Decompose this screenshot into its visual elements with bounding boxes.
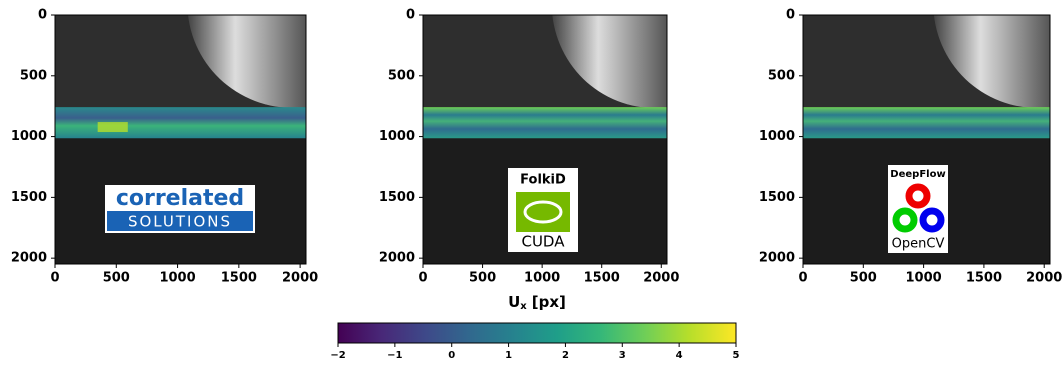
opencv-ring bbox=[919, 207, 945, 233]
drum bbox=[933, 15, 1050, 108]
colorbar: Ux [px] −2 −1 0 1 2 3 4 5 bbox=[330, 293, 739, 362]
x-tick-label: 1500 bbox=[584, 271, 620, 286]
logo-text: correlated bbox=[116, 186, 244, 211]
x-tick-label: 1000 bbox=[159, 271, 195, 286]
y-tick-label: 2000 bbox=[759, 251, 795, 266]
x-tick-label: 500 bbox=[469, 271, 496, 286]
x-tick-label: 1000 bbox=[524, 271, 560, 286]
y-tick-label: 1500 bbox=[759, 190, 795, 205]
colorbar-label: Ux [px] bbox=[508, 293, 566, 313]
logo-bar bbox=[107, 211, 253, 231]
colorbar-tick-label: 2 bbox=[562, 350, 569, 361]
y-tick-label: 1500 bbox=[379, 190, 415, 205]
logo-text: FolkiD bbox=[520, 173, 566, 188]
axes-frame bbox=[802, 14, 1051, 265]
colorbar-tick-label: 1 bbox=[505, 350, 512, 361]
x-tick-label: 0 bbox=[50, 271, 59, 286]
drum bbox=[188, 15, 306, 108]
colorbar-gradient bbox=[337, 322, 737, 344]
axes-frame bbox=[422, 14, 668, 265]
label-sub: x bbox=[520, 301, 527, 312]
y-tick-label: 500 bbox=[388, 68, 415, 83]
colorbar-tick-label: −2 bbox=[330, 350, 345, 361]
y-tick-label: 0 bbox=[406, 8, 415, 23]
x-tick-label: 500 bbox=[850, 271, 877, 286]
x-tick-label: 0 bbox=[418, 271, 427, 286]
y-tick-label: 0 bbox=[786, 8, 795, 23]
x-tick-label: 2000 bbox=[282, 271, 318, 286]
logo-box bbox=[888, 165, 948, 253]
y-tick-label: 2000 bbox=[11, 251, 47, 266]
artifact bbox=[97, 122, 128, 133]
x-tick-label: 1000 bbox=[906, 271, 942, 286]
logo-text: DeepFlow bbox=[890, 169, 945, 180]
logo-text: OpenCV bbox=[892, 237, 945, 252]
y-tick-label: 1000 bbox=[759, 129, 795, 144]
y-tick-label: 1500 bbox=[11, 190, 47, 205]
x-tick-label: 1500 bbox=[221, 271, 257, 286]
x-tick-label: 1500 bbox=[966, 271, 1002, 286]
x-tick-label: 2000 bbox=[1026, 271, 1062, 286]
x-tick-label: 0 bbox=[798, 271, 807, 286]
nvidia-eye bbox=[523, 200, 563, 224]
y-tick-label: 1000 bbox=[379, 129, 415, 144]
displacement-band bbox=[803, 107, 1050, 139]
logo-text: CUDA bbox=[521, 233, 565, 251]
x-tick-label: 2000 bbox=[643, 271, 679, 286]
displacement-band bbox=[423, 107, 667, 139]
colorbar-tick-label: −1 bbox=[387, 350, 402, 361]
y-tick-label: 0 bbox=[38, 8, 47, 23]
colorbar-tick-label: 0 bbox=[448, 350, 455, 361]
axes-frame bbox=[54, 14, 307, 265]
y-tick-label: 500 bbox=[768, 68, 795, 83]
logo-text: SOLUTIONS bbox=[128, 213, 232, 231]
y-tick-label: 2000 bbox=[379, 251, 415, 266]
opencv-ring bbox=[905, 183, 931, 209]
y-tick-label: 1000 bbox=[11, 129, 47, 144]
label-main: U bbox=[508, 293, 520, 311]
label-unit: [px] bbox=[532, 293, 566, 311]
colorbar-tick-label: 3 bbox=[619, 350, 626, 361]
y-tick-label: 500 bbox=[20, 68, 47, 83]
displacement-band bbox=[55, 107, 306, 139]
colorbar-tick-label: 5 bbox=[733, 350, 740, 361]
colorbar-tick-label: 4 bbox=[676, 350, 683, 361]
opencv-ring bbox=[892, 207, 918, 233]
x-tick-label: 500 bbox=[103, 271, 130, 286]
drum bbox=[552, 15, 667, 108]
